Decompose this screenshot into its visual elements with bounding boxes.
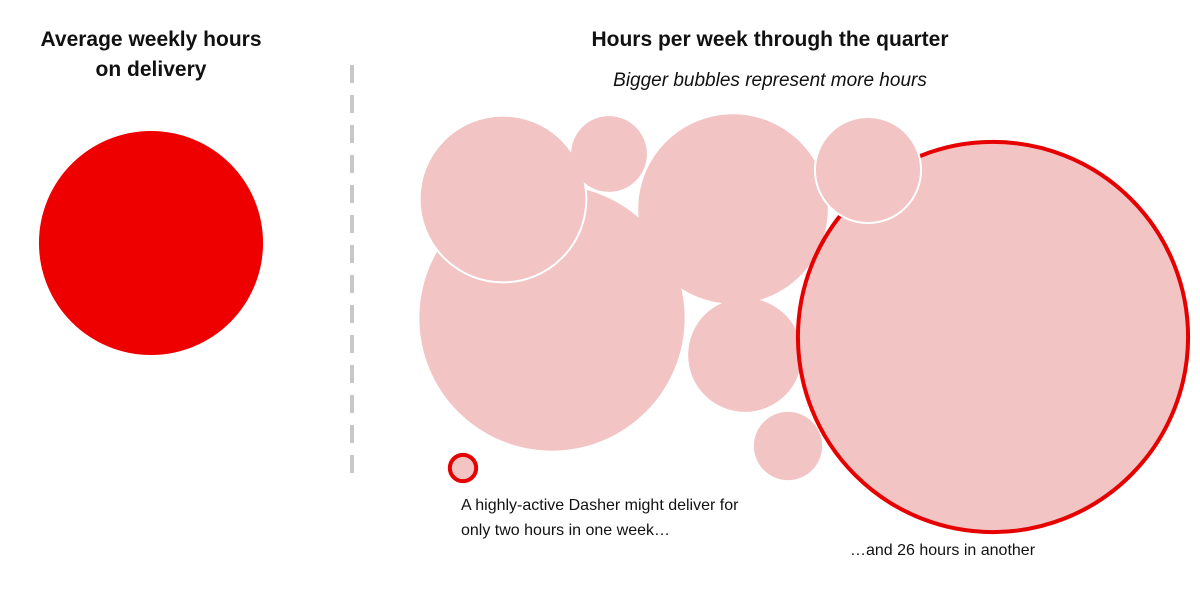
week-bubble (571, 116, 647, 192)
subtitle: Bigger bubbles represent more hours (613, 70, 927, 91)
week-bubble (688, 298, 802, 412)
left-title-line: on delivery (96, 58, 207, 81)
annotation-line: …and 26 hours in another (850, 542, 1036, 559)
week-bubble (447, 452, 479, 484)
week-bubble (813, 115, 923, 225)
annotation-line: only two hours in one week… (461, 522, 670, 539)
right-title: Hours per week through the quarter (591, 28, 948, 51)
annotation-line: A highly-active Dasher might deliver for (461, 497, 739, 514)
average-bubble (38, 130, 264, 356)
week-bubble (418, 114, 588, 284)
left-title-line: Average weekly hours (41, 28, 262, 51)
week-bubble (638, 114, 828, 304)
week-bubble (795, 139, 1191, 535)
week-bubble (753, 411, 823, 481)
